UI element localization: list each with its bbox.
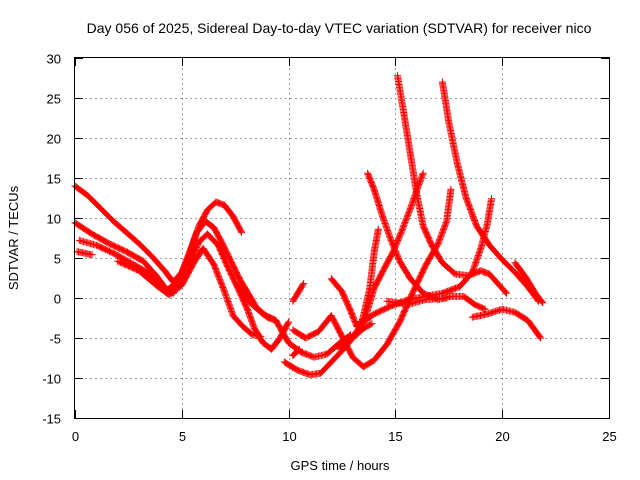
data-points-arc-6 xyxy=(233,281,354,361)
y-tick-label: 30 xyxy=(47,52,61,67)
data-points-arc-12 xyxy=(336,225,382,353)
x-tick-label: 15 xyxy=(388,429,402,444)
y-tick-label: -15 xyxy=(42,412,61,427)
y-axis-label: SDTVAR / TECUs xyxy=(6,185,21,290)
series-arc-18 xyxy=(468,305,545,342)
plot-frame xyxy=(74,57,610,419)
series-arc-15 xyxy=(394,72,510,297)
tick-layer: 0 5 10 15 20 25 -15 -10 -5 0 5 10 15 20 25 30 xyxy=(42,52,617,445)
y-tick-label: 15 xyxy=(47,172,61,187)
series-arc-9 xyxy=(289,345,303,360)
data-points-arc-10 xyxy=(289,280,308,305)
series-arc-17 xyxy=(383,294,451,308)
series-arc-5 xyxy=(114,244,265,340)
data-points-arc-19 xyxy=(511,259,547,307)
data-points-arc-5 xyxy=(114,244,265,340)
y-tick-label: -5 xyxy=(49,332,61,347)
series-arc-4 xyxy=(73,248,96,259)
data-points-arc-14 xyxy=(364,169,489,313)
data-points-arc-18 xyxy=(468,305,545,342)
y-tick-label: 20 xyxy=(47,132,61,147)
series-arc-19 xyxy=(511,259,547,307)
x-tick-label: 0 xyxy=(72,429,79,444)
data-points-arc-15 xyxy=(394,72,510,297)
data-points-arc-4 xyxy=(73,248,96,259)
series-arc-14 xyxy=(364,169,489,313)
data-points-arc-16 xyxy=(438,78,542,305)
y-tick-label: -10 xyxy=(42,372,61,387)
y-tick-label: 0 xyxy=(54,292,61,307)
y-tick-label: 25 xyxy=(47,92,61,107)
x-tick-label: 10 xyxy=(282,429,296,444)
chart-title: Day 056 of 2025, Sidereal Day-to-day VTE… xyxy=(87,20,592,36)
series-arc-12 xyxy=(336,225,382,353)
data-points-arc-9 xyxy=(289,345,303,360)
series-arc-10 xyxy=(289,280,308,305)
y-tick-label: 5 xyxy=(54,252,61,267)
data-layer xyxy=(71,72,547,379)
y-tick-label: 10 xyxy=(47,212,61,227)
series-arc-16 xyxy=(438,78,542,305)
x-axis-label: GPS time / hours xyxy=(291,458,390,473)
x-tick-label: 20 xyxy=(495,429,509,444)
series-arc-6 xyxy=(233,281,354,361)
grid-layer xyxy=(75,58,609,418)
data-points-arc-17 xyxy=(383,294,451,308)
x-tick-label: 5 xyxy=(179,429,186,444)
x-tick-label: 25 xyxy=(602,429,616,444)
